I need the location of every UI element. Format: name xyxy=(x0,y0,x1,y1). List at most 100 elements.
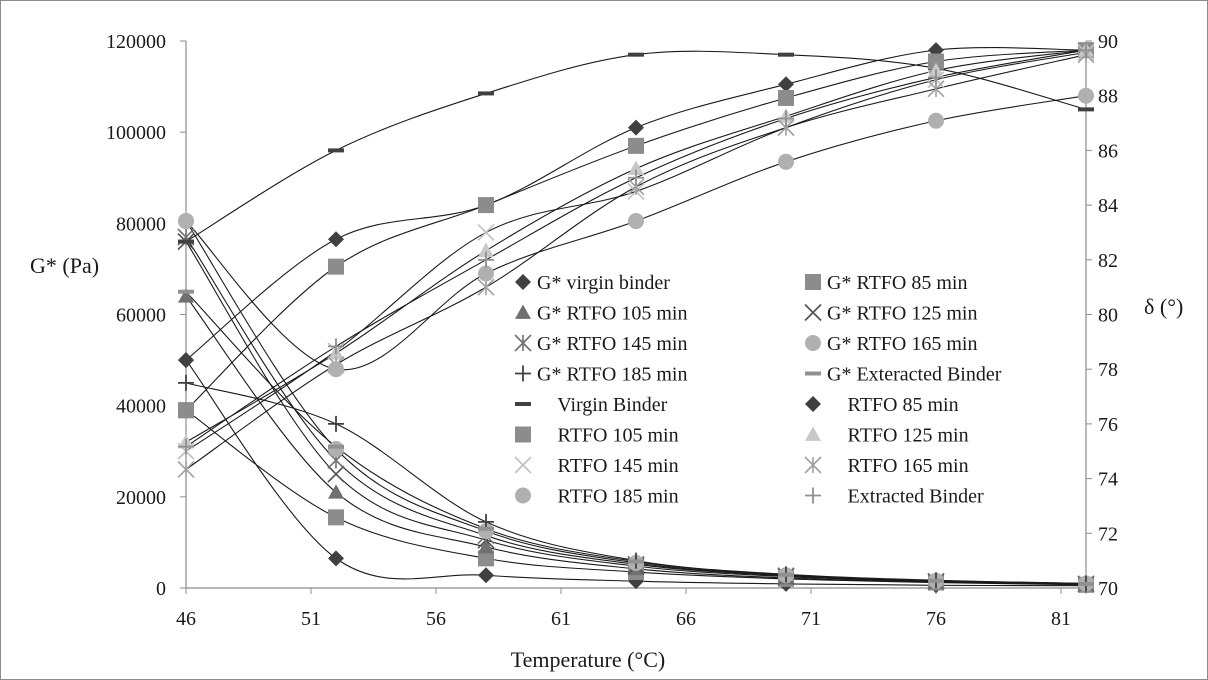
y-right-tick-label: 74 xyxy=(1098,469,1118,491)
data-point-s14-3 xyxy=(628,213,644,230)
data-point-s14-5 xyxy=(928,112,944,129)
legend-label-11:   RTFO 125 min xyxy=(827,425,969,447)
data-point-s15-5 xyxy=(928,69,944,86)
legend-marker-13 xyxy=(804,456,822,474)
legend-marker-0 xyxy=(515,274,531,290)
data-point-s7-2 xyxy=(478,526,494,531)
y-axis-right-title: δ (°) xyxy=(1144,294,1183,319)
x-tick-label: 46 xyxy=(176,608,196,630)
data-point-s14-1 xyxy=(328,361,344,378)
legend-marker-7 xyxy=(805,371,821,376)
data-point-s8-0 xyxy=(178,239,194,244)
y-left-tick-label: 80000 xyxy=(116,213,166,235)
data-point-s5-1 xyxy=(328,440,344,457)
data-point-s8-1 xyxy=(328,148,344,153)
legend-label-1: G* RTFO 85 min xyxy=(827,272,967,294)
data-point-s7-4 xyxy=(778,572,794,577)
y-right-tick-label: 86 xyxy=(1098,140,1118,162)
data-point-s12-2 xyxy=(477,223,495,242)
data-point-s9-4 xyxy=(778,76,794,93)
data-point-s13-0 xyxy=(177,460,195,479)
data-point-s2-1 xyxy=(328,484,344,499)
data-point-s15-0 xyxy=(178,438,194,455)
legend-label-13:   RTFO 165 min xyxy=(827,455,969,477)
data-point-s13-2 xyxy=(477,278,495,296)
x-axis-title: Temperature (°C) xyxy=(511,647,665,672)
data-point-s15-4 xyxy=(778,110,794,127)
y-left-tick-label: 60000 xyxy=(116,305,166,327)
y-right-tick-label: 84 xyxy=(1098,195,1118,217)
data-point-s6-1 xyxy=(328,415,344,432)
data-point-s7-5 xyxy=(928,578,944,583)
y-left-tick-label: 120000 xyxy=(106,31,166,53)
y-left-tick-label: 20000 xyxy=(116,487,166,509)
data-point-s7-6 xyxy=(1078,581,1094,586)
legend-marker-11 xyxy=(805,426,821,441)
x-tick-label: 66 xyxy=(676,608,696,630)
legend: G* virgin binder G* RTFO 85 min G* RTFO 10… xyxy=(514,272,1002,508)
x-tick-label: 56 xyxy=(426,608,446,630)
legend-marker-5 xyxy=(805,335,821,351)
data-point-s9-3 xyxy=(628,119,644,136)
data-point-s2-2 xyxy=(478,538,494,554)
y-right-tick-label: 76 xyxy=(1098,414,1118,436)
data-point-s9-0 xyxy=(178,352,194,369)
x-tick-label: 81 xyxy=(1051,608,1071,630)
legend-marker-8 xyxy=(515,402,531,406)
legend-marker-14 xyxy=(515,487,531,504)
legend-label-12:   RTFO 145 min xyxy=(537,455,679,477)
data-point-s10-3 xyxy=(628,137,644,154)
data-point-s0-1 xyxy=(328,550,344,567)
legend-label-7: G* Exteracted Binder xyxy=(827,364,1002,386)
data-point-s10-0 xyxy=(178,402,194,419)
trend-line-12 xyxy=(185,51,1087,452)
data-point-s10-1 xyxy=(328,258,344,275)
legend-label-3: G* RTFO 125 min xyxy=(827,303,977,325)
data-point-s11-3 xyxy=(628,160,644,176)
y-left-tick-label: 0 xyxy=(156,578,166,600)
trend-line-14 xyxy=(185,95,1087,371)
y-right-tick-label: 70 xyxy=(1098,578,1118,600)
x-tick-label: 71 xyxy=(801,608,821,630)
legend-marker-6 xyxy=(515,365,531,382)
legend-marker-12 xyxy=(514,456,532,474)
legend-label-5: G* RTFO 165 min xyxy=(827,333,977,355)
legend-label-2: G* RTFO 105 min xyxy=(537,303,687,325)
legend-label-14:   RTFO 185 min xyxy=(537,486,679,508)
data-point-s11-2 xyxy=(478,242,494,258)
data-point-s10-4 xyxy=(778,89,794,106)
y-right-tick-label: 78 xyxy=(1098,359,1118,381)
data-point-s14-4 xyxy=(778,153,794,170)
data-point-s10-5 xyxy=(928,53,944,70)
legend-label-0: G* virgin binder xyxy=(537,272,670,294)
legend-label-6: G* RTFO 185 min xyxy=(537,364,687,386)
data-point-s15-2 xyxy=(478,251,494,268)
data-point-s14-2 xyxy=(478,265,494,282)
data-point-s1-2 xyxy=(478,550,494,567)
y-right-tick-label: 88 xyxy=(1098,86,1118,108)
data-point-s8-4 xyxy=(778,52,794,57)
legend-label-8:   Virgin Binder xyxy=(537,394,668,416)
legend-marker-9 xyxy=(805,396,821,412)
y-right-tick-label: 80 xyxy=(1098,305,1118,327)
x-tick-label: 61 xyxy=(551,608,571,630)
data-point-s14-0 xyxy=(178,213,194,230)
x-tick-label: 76 xyxy=(926,608,946,630)
data-point-s7-1 xyxy=(328,444,344,449)
x-tick-label: 51 xyxy=(301,608,321,630)
data-point-s0-2 xyxy=(478,567,494,584)
y-right-tick-label: 90 xyxy=(1098,31,1118,53)
marks-layer xyxy=(177,42,1095,594)
data-point-s10-2 xyxy=(478,197,494,214)
y-right-tick-label: 72 xyxy=(1098,523,1118,545)
legend-label-9:   RTFO 85 min xyxy=(827,394,959,416)
legend-marker-1 xyxy=(805,274,821,290)
legend-label-10:   RTFO 105 min xyxy=(537,425,679,447)
data-point-s8-6 xyxy=(1078,107,1094,112)
legend-marker-3 xyxy=(804,303,822,322)
data-point-s9-1 xyxy=(328,231,344,248)
y-right-tick-label: 82 xyxy=(1098,250,1118,272)
y-axis-left-title: G* (Pa) xyxy=(30,253,99,278)
